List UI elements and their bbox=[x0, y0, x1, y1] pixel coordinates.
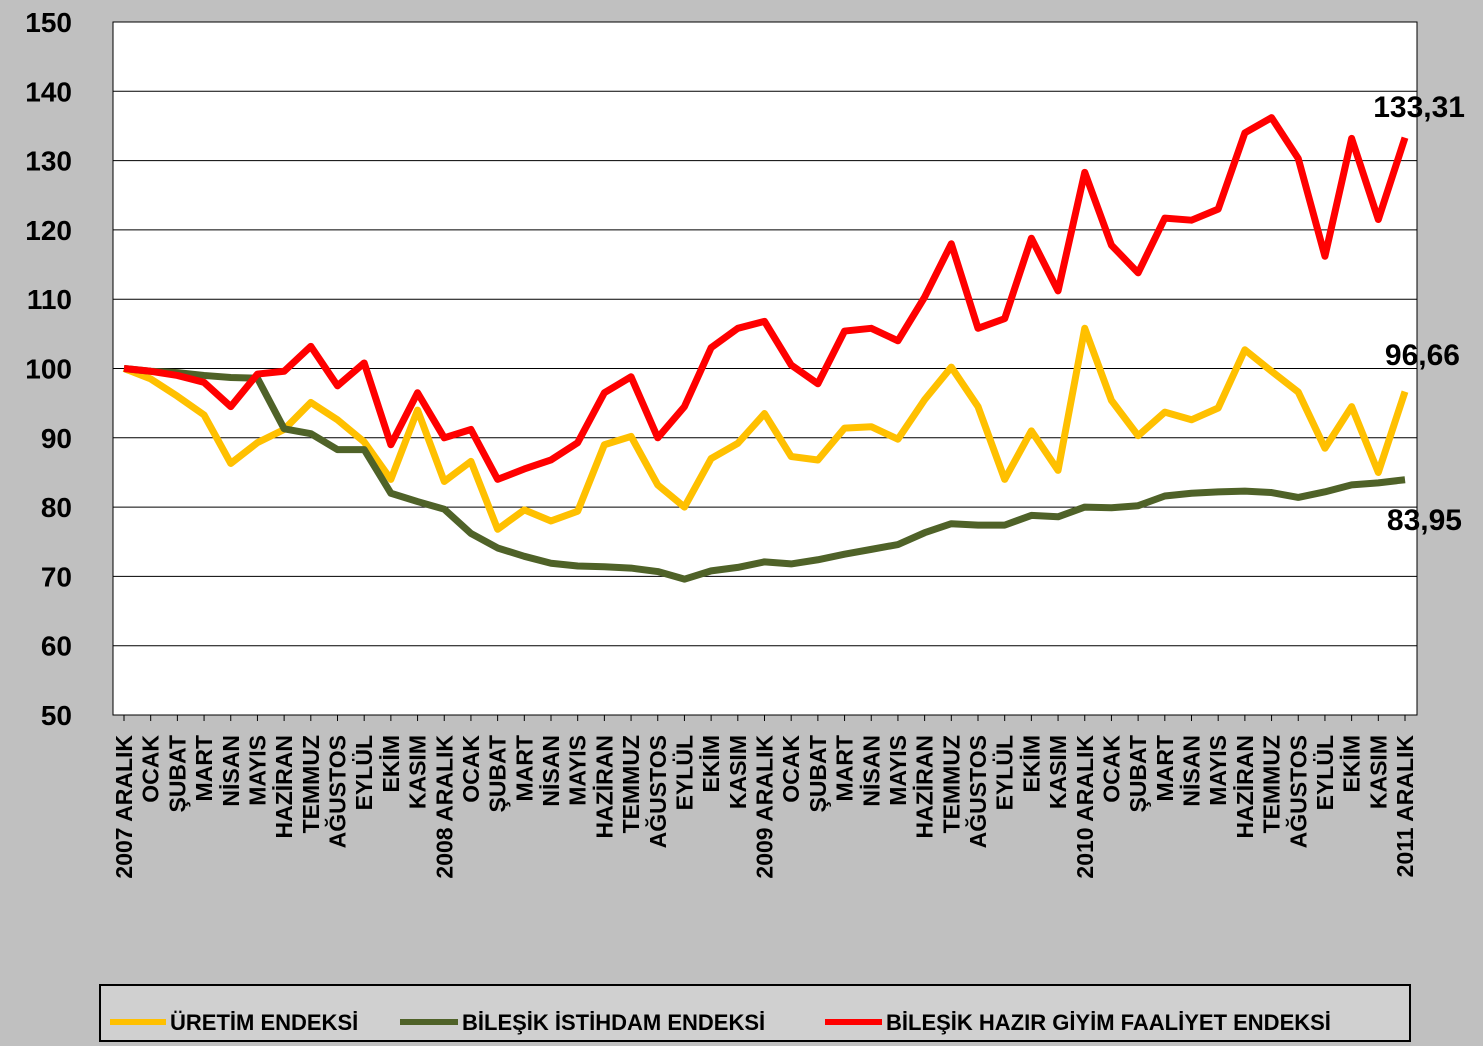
x-tick-label: 2009 ARALIK bbox=[752, 735, 778, 879]
x-tick-label: EKİM bbox=[378, 735, 404, 793]
x-tick-label: NİSAN bbox=[218, 735, 244, 807]
x-tick-label: EKİM bbox=[1018, 735, 1044, 793]
x-tick-label: ŞUBAT bbox=[1125, 735, 1151, 813]
x-tick-label: KASIM bbox=[1365, 735, 1391, 809]
y-tick-label: 130 bbox=[25, 146, 72, 177]
x-tick-label: TEMMUZ bbox=[1259, 735, 1285, 833]
series-line bbox=[122, 324, 1409, 533]
x-tick-label: AĞUSTOS bbox=[324, 735, 351, 848]
x-tick-label: ŞUBAT bbox=[805, 735, 831, 813]
x-tick-label: HAZİRAN bbox=[1232, 735, 1258, 839]
y-tick-label: 150 bbox=[25, 7, 72, 38]
x-tick-label: TEMMUZ bbox=[618, 735, 644, 833]
x-tick-label: EYLÜL bbox=[671, 735, 697, 810]
x-tick-label: AĞUSTOS bbox=[1284, 735, 1311, 848]
legend-label: BİLEŞİK İSTİHDAM ENDEKSİ bbox=[462, 1010, 765, 1035]
series-line bbox=[123, 114, 1409, 483]
y-tick-label: 110 bbox=[27, 284, 72, 315]
x-tick-label: KASIM bbox=[725, 735, 751, 809]
x-tick-label: AĞUSTOS bbox=[964, 735, 991, 848]
x-tick-label: 2008 ARALIK bbox=[431, 735, 457, 879]
x-tick-label: MART bbox=[511, 735, 537, 801]
x-tick-label: MAYIS bbox=[1205, 735, 1231, 806]
y-tick-label: 100 bbox=[25, 354, 72, 385]
x-tick-label: OCAK bbox=[1098, 735, 1124, 803]
x-tick-label: AĞUSTOS bbox=[644, 735, 671, 848]
y-tick-label: 70 bbox=[41, 561, 72, 592]
y-tick-label: 60 bbox=[41, 631, 72, 662]
x-tick-label: 2010 ARALIK bbox=[1072, 735, 1098, 879]
legend-label: ÜRETİM ENDEKSİ bbox=[170, 1010, 358, 1035]
x-tick-label: EYLÜL bbox=[992, 735, 1018, 810]
x-tick-label: KASIM bbox=[405, 735, 431, 809]
y-tick-label: 140 bbox=[25, 76, 72, 107]
series-line bbox=[123, 365, 1406, 583]
x-tick-label: 2007 ARALIK bbox=[111, 735, 137, 879]
x-tick-label: NİSAN bbox=[1179, 735, 1205, 807]
x-tick-label: MART bbox=[191, 735, 217, 801]
x-tick-label: 2011 ARALIK bbox=[1392, 735, 1418, 878]
x-tick-label: ŞUBAT bbox=[164, 735, 190, 813]
x-tick-label: MAYIS bbox=[885, 735, 911, 806]
x-tick-label: TEMMUZ bbox=[938, 735, 964, 833]
x-tick-label: MAYIS bbox=[565, 735, 591, 806]
x-tick-label: OCAK bbox=[778, 735, 804, 803]
x-tick-label: NİSAN bbox=[538, 735, 564, 807]
x-tick-label: MAYIS bbox=[244, 735, 270, 806]
x-tick-label: EKİM bbox=[1339, 735, 1365, 793]
x-tick-label: HAZİRAN bbox=[591, 735, 617, 839]
y-tick-label: 80 bbox=[41, 492, 72, 523]
x-tick-label: TEMMUZ bbox=[298, 735, 324, 833]
x-tick-label: MART bbox=[1152, 735, 1178, 801]
x-tick-label: EYLÜL bbox=[1312, 735, 1338, 810]
y-tick-label: 90 bbox=[41, 423, 72, 454]
data-label: 133,31 bbox=[1373, 91, 1465, 124]
legend-label: BİLEŞİK HAZIR GİYİM FAALİYET ENDEKSİ bbox=[886, 1010, 1331, 1035]
x-tick-label: ŞUBAT bbox=[485, 735, 511, 813]
data-label: 83,95 bbox=[1387, 504, 1462, 537]
data-label: 96,66 bbox=[1385, 339, 1460, 372]
y-tick-label: 120 bbox=[25, 215, 72, 246]
x-tick-label: HAZİRAN bbox=[912, 735, 938, 839]
y-tick-label: 50 bbox=[41, 700, 72, 731]
x-tick-label: EYLÜL bbox=[351, 735, 377, 810]
x-tick-label: OCAK bbox=[458, 735, 484, 803]
legend bbox=[99, 984, 1411, 1042]
x-tick-label: OCAK bbox=[138, 735, 164, 803]
x-tick-label: KASIM bbox=[1045, 735, 1071, 809]
x-tick-label: NİSAN bbox=[858, 735, 884, 807]
x-tick-label: HAZİRAN bbox=[271, 735, 297, 839]
x-tick-label: MART bbox=[832, 735, 858, 801]
x-tick-label: EKİM bbox=[698, 735, 724, 793]
